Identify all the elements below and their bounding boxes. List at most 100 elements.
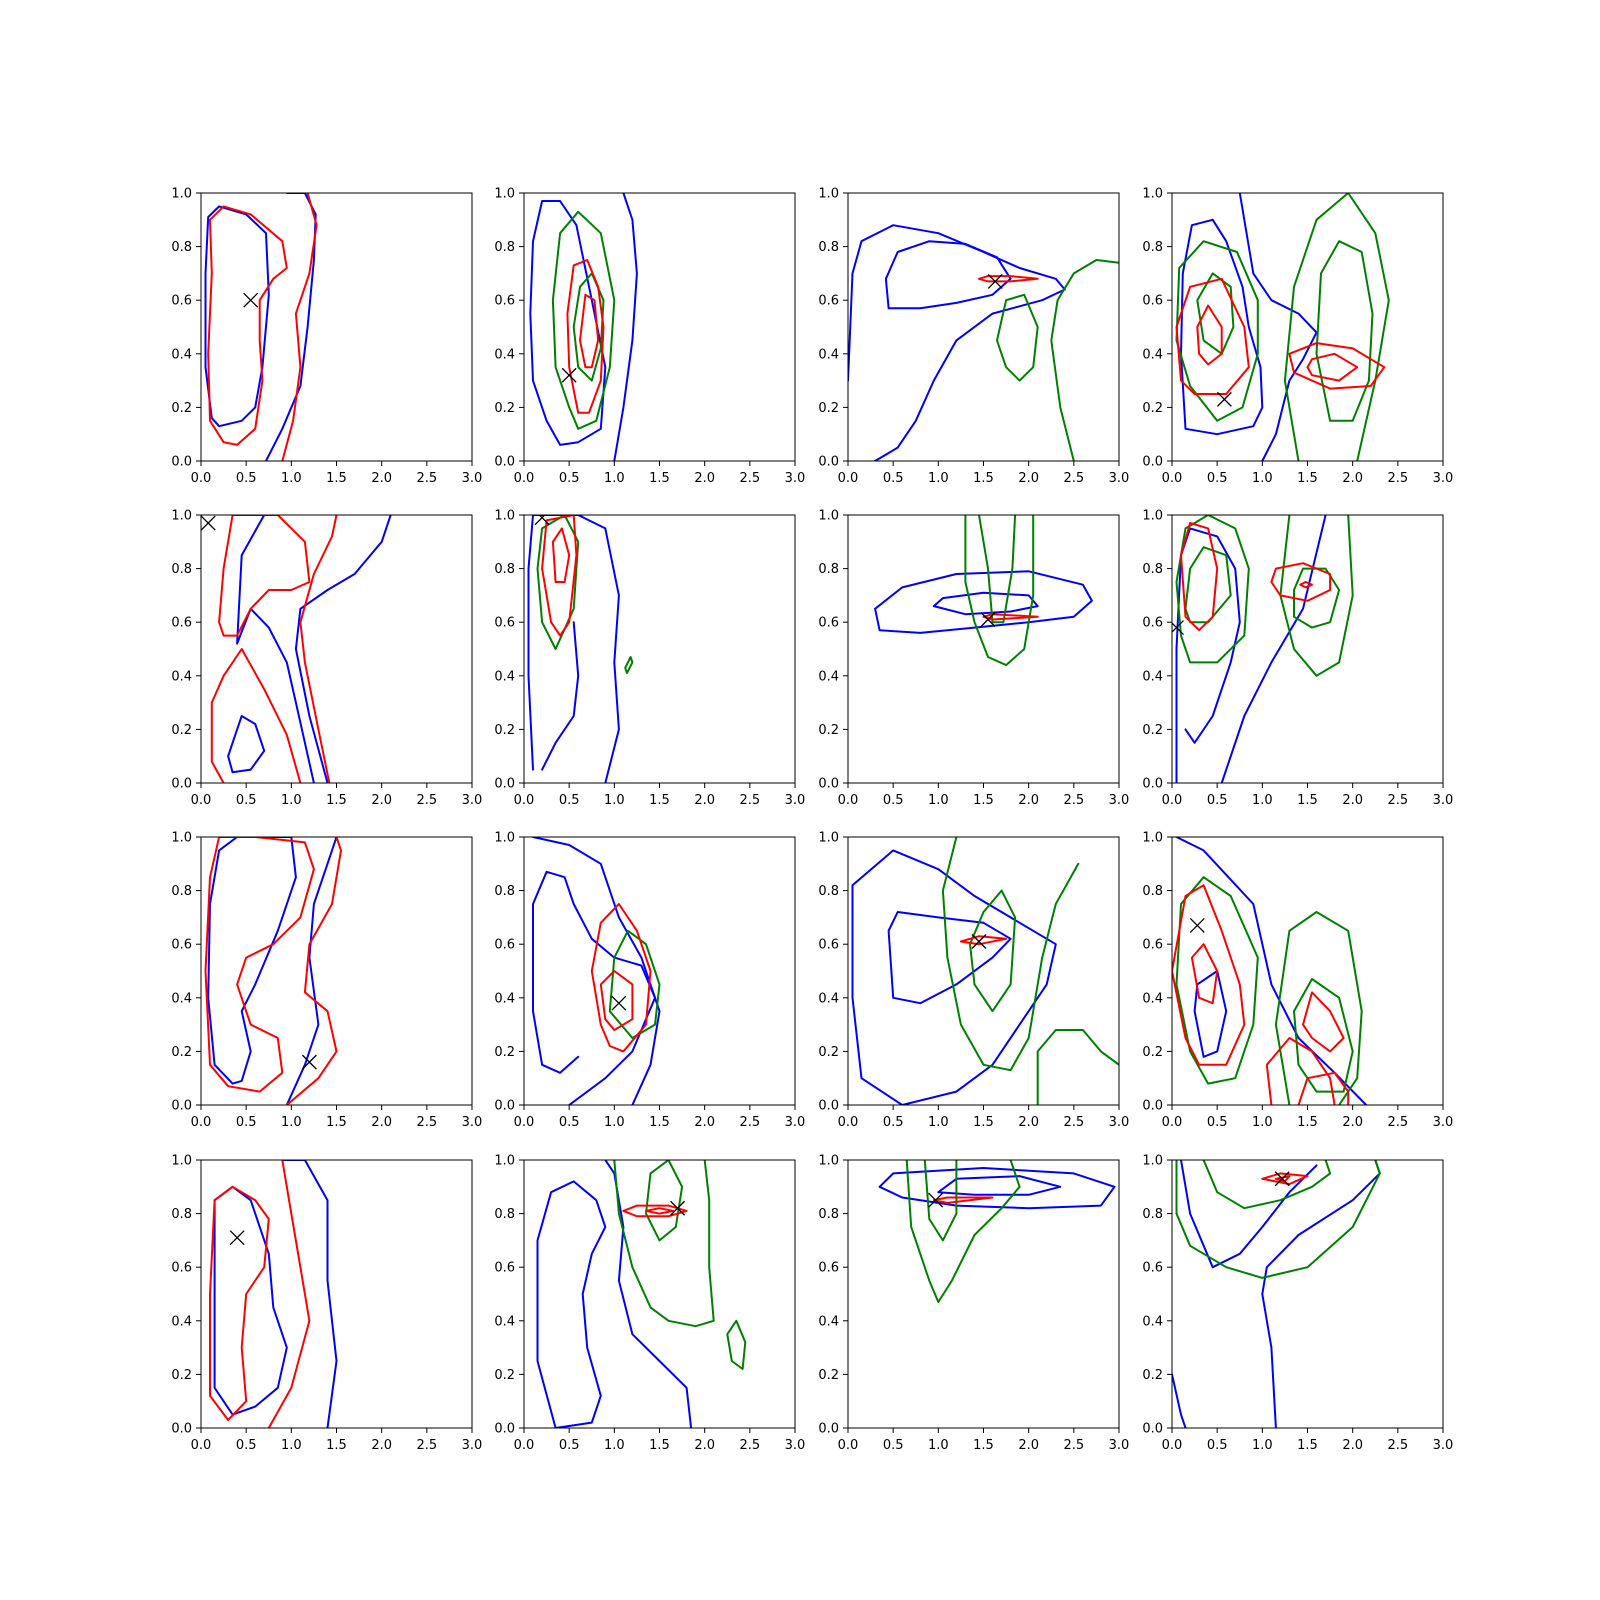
x-tick-label: 2.0 bbox=[1342, 1438, 1363, 1453]
y-tick-label: 0.0 bbox=[494, 455, 515, 470]
x-tick-label: 3.0 bbox=[785, 1115, 806, 1130]
y-tick-label: 0.8 bbox=[171, 240, 192, 255]
red-contour-line bbox=[622, 1204, 688, 1218]
y-tick-label: 0.0 bbox=[1142, 1422, 1163, 1437]
y-tick-label: 1.0 bbox=[494, 831, 515, 846]
x-tick-label: 2.0 bbox=[371, 793, 392, 808]
x-tick-label: 0.5 bbox=[883, 471, 904, 486]
green-contour-line bbox=[1293, 978, 1354, 1093]
x-marker bbox=[243, 292, 259, 308]
x-tick-label: 1.5 bbox=[1297, 1115, 1318, 1130]
red-contour-line bbox=[1180, 522, 1219, 632]
x-tick-label: 1.0 bbox=[281, 793, 302, 808]
x-tick-label: 1.5 bbox=[649, 1438, 670, 1453]
x-tick-label: 1.0 bbox=[1252, 471, 1273, 486]
x-tick-label: 1.0 bbox=[281, 1438, 302, 1453]
x-tick-label: 1.5 bbox=[973, 1115, 994, 1130]
y-tick-label: 0.6 bbox=[1142, 616, 1163, 631]
x-tick-label: 3.0 bbox=[1433, 1438, 1454, 1453]
y-tick-label: 1.0 bbox=[494, 187, 515, 202]
y-tick-label: 0.2 bbox=[818, 1045, 839, 1060]
x-tick-label: 2.5 bbox=[416, 793, 437, 808]
green-contour-line bbox=[613, 1160, 715, 1328]
x-tick-label: 1.5 bbox=[1297, 1438, 1318, 1453]
x-marker bbox=[229, 1230, 245, 1246]
green-contour-line bbox=[624, 656, 634, 675]
y-tick-label: 0.6 bbox=[494, 616, 515, 631]
y-tick-label: 1.0 bbox=[171, 187, 192, 202]
x-tick-label: 3.0 bbox=[462, 471, 483, 486]
red-contour-line bbox=[204, 837, 315, 1093]
red-contour-line bbox=[1302, 991, 1345, 1053]
x-tick-label: 1.0 bbox=[928, 793, 949, 808]
panel-3-4: 0.0 0.5 1.0 1.5 2.0 2.5 3.0 0.0 0.2 0.4 0.6 0.8 1.0 bbox=[1142, 831, 1453, 1131]
green-contour-line bbox=[969, 889, 1017, 1013]
x-tick-label: 0.5 bbox=[236, 793, 257, 808]
red-contour-line bbox=[207, 205, 288, 446]
plot-area bbox=[874, 515, 1093, 667]
x-marker bbox=[1216, 391, 1232, 407]
blue-contour-line bbox=[529, 200, 607, 446]
red-contour-line bbox=[579, 293, 600, 369]
y-tick-label: 0.4 bbox=[818, 991, 839, 1006]
blue-contour-line bbox=[1238, 193, 1318, 461]
plot-area bbox=[201, 515, 392, 783]
blue-contour-line bbox=[613, 193, 638, 461]
x-tick-label: 3.0 bbox=[1433, 1115, 1454, 1130]
red-contour-line bbox=[932, 1196, 994, 1204]
green-contour-line bbox=[964, 515, 1035, 667]
red-contour-line bbox=[1172, 884, 1246, 1066]
plot-area bbox=[209, 1160, 338, 1428]
x-tick-label: 1.5 bbox=[326, 1115, 347, 1130]
x-tick-label: 2.0 bbox=[694, 471, 715, 486]
y-tick-label: 0.2 bbox=[171, 1368, 192, 1383]
red-contour-line bbox=[218, 515, 311, 637]
x-tick-label: 2.0 bbox=[371, 1115, 392, 1130]
panel-4-3: 0.0 0.5 1.0 1.5 2.0 2.5 3.0 0.0 0.2 0.4 0.6 0.8 1.0 bbox=[818, 1154, 1129, 1454]
x-tick-label: 0.0 bbox=[191, 1115, 212, 1130]
y-tick-label: 0.4 bbox=[171, 669, 192, 684]
y-tick-label: 0.2 bbox=[1142, 401, 1163, 416]
x-tick-label: 0.0 bbox=[1162, 471, 1183, 486]
y-tick-label: 0.0 bbox=[171, 1422, 192, 1437]
x-tick-label: 0.5 bbox=[1207, 1115, 1228, 1130]
red-contour-line bbox=[285, 837, 342, 1105]
red-contour-line bbox=[267, 1160, 311, 1428]
y-tick-label: 0.2 bbox=[171, 723, 192, 738]
y-tick-label: 0.0 bbox=[494, 1099, 515, 1114]
x-tick-label: 3.0 bbox=[1433, 793, 1454, 808]
y-tick-label: 0.4 bbox=[818, 1314, 839, 1329]
x-tick-label: 2.5 bbox=[739, 1115, 760, 1130]
y-tick-label: 0.2 bbox=[1142, 723, 1163, 738]
x-tick-label: 0.5 bbox=[883, 793, 904, 808]
blue-contour-line bbox=[1261, 1160, 1381, 1428]
x-tick-label: 2.0 bbox=[694, 1115, 715, 1130]
red-contour-line bbox=[1190, 943, 1219, 1005]
blue-contour-line bbox=[236, 515, 315, 783]
y-tick-label: 1.0 bbox=[1142, 831, 1163, 846]
panel-1-2: 0.0 0.5 1.0 1.5 2.0 2.5 3.0 0.0 0.2 0.4 0.6 0.8 1.0 bbox=[494, 187, 805, 487]
y-tick-label: 0.2 bbox=[494, 401, 515, 416]
y-tick-label: 0.2 bbox=[818, 401, 839, 416]
y-tick-label: 0.0 bbox=[494, 1422, 515, 1437]
blue-contour-line bbox=[1180, 218, 1264, 436]
x-tick-label: 0.5 bbox=[236, 1115, 257, 1130]
x-tick-label: 2.5 bbox=[416, 1115, 437, 1130]
y-tick-label: 0.8 bbox=[818, 562, 839, 577]
y-tick-label: 0.6 bbox=[1142, 294, 1163, 309]
x-tick-label: 2.5 bbox=[1063, 471, 1084, 486]
red-contour-line bbox=[959, 935, 1008, 946]
y-tick-label: 0.6 bbox=[818, 938, 839, 953]
plot-area bbox=[878, 1160, 1116, 1303]
x-tick-label: 0.0 bbox=[1162, 1438, 1183, 1453]
y-tick-label: 0.6 bbox=[1142, 938, 1163, 953]
x-tick-label: 1.0 bbox=[1252, 1438, 1273, 1453]
x-tick-label: 1.5 bbox=[649, 793, 670, 808]
panel-4-4: 0.0 0.5 1.0 1.5 2.0 2.5 3.0 0.0 0.2 0.4 0.6 0.8 1.0 bbox=[1142, 1154, 1453, 1454]
x-tick-label: 0.0 bbox=[514, 1115, 535, 1130]
x-marker bbox=[1189, 917, 1205, 933]
blue-contour-line bbox=[874, 570, 1093, 634]
plot-area bbox=[1172, 1160, 1381, 1428]
x-tick-label: 3.0 bbox=[1109, 471, 1130, 486]
x-tick-label: 2.0 bbox=[1342, 1115, 1363, 1130]
